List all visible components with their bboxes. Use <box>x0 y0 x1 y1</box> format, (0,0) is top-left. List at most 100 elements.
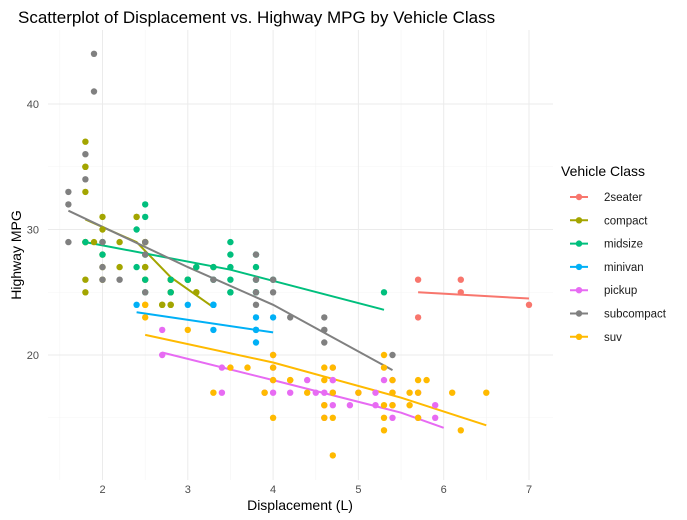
point-minivan <box>133 301 140 308</box>
point-suv <box>287 376 294 384</box>
point-subcompact <box>389 351 396 359</box>
point-compact <box>116 263 123 271</box>
legend-label-minivan: minivan <box>604 262 644 274</box>
point-minivan <box>269 314 277 321</box>
legend-key-point-2seater <box>575 193 583 201</box>
point-compact <box>90 238 98 246</box>
point-pickup <box>432 414 439 421</box>
y-axis-title: Highway MPG <box>8 210 24 299</box>
point-midsize <box>167 276 174 283</box>
legend-key-point-subcompact <box>575 310 583 317</box>
legend-key-point-compact <box>575 217 583 224</box>
legend-key-point-pickup <box>575 287 583 294</box>
point-2seater <box>525 301 533 308</box>
point-subcompact <box>142 289 149 296</box>
point-subcompact <box>142 238 149 246</box>
x-axis-ticks: 2 3 4 5 6 7 <box>99 484 532 496</box>
legend-title: Vehicle Class <box>561 163 645 179</box>
point-pickup <box>346 402 354 409</box>
point-midsize <box>184 276 191 283</box>
point-midsize <box>227 276 234 283</box>
x-axis-title: Displacement (L) <box>247 497 353 513</box>
point-minivan <box>184 301 191 308</box>
point-midsize <box>252 263 260 271</box>
legend-label-pickup: pickup <box>604 285 637 297</box>
point-pickup <box>329 402 336 409</box>
point-suv <box>355 389 362 396</box>
point-pickup <box>372 389 379 396</box>
point-subcompact <box>116 276 123 283</box>
x-tick-label: 5 <box>355 484 361 496</box>
point-suv <box>406 389 413 396</box>
legend-key-point-minivan <box>575 263 583 271</box>
point-suv <box>142 301 149 308</box>
point-subcompact <box>252 289 260 296</box>
point-midsize <box>227 238 234 246</box>
point-midsize <box>82 238 89 246</box>
point-subcompact <box>321 339 328 346</box>
point-suv <box>321 376 328 384</box>
y-axis-ticks: 20 30 40 <box>27 99 39 362</box>
point-subcompact <box>142 251 149 258</box>
legend: 2seater compact midsize minivan pickup subcom… <box>570 192 667 344</box>
point-compact <box>133 213 140 221</box>
point-compact <box>99 226 106 233</box>
point-suv <box>414 414 422 421</box>
y-tick-label: 30 <box>27 225 39 237</box>
point-compact <box>159 301 166 308</box>
point-suv <box>329 389 336 396</box>
point-suv <box>329 452 336 459</box>
point-2seater <box>414 314 422 321</box>
legend-key-point-midsize <box>575 240 583 247</box>
point-minivan <box>252 339 260 346</box>
point-subcompact <box>287 314 294 321</box>
point-pickup <box>380 376 388 384</box>
point-subcompact <box>269 276 277 283</box>
point-suv <box>449 389 456 396</box>
point-midsize <box>380 289 388 296</box>
point-suv <box>227 364 234 371</box>
point-suv <box>389 376 396 384</box>
point-subcompact <box>90 88 98 95</box>
point-suv <box>380 351 388 359</box>
point-compact <box>82 289 89 296</box>
point-midsize <box>133 263 140 271</box>
point-minivan <box>210 301 217 308</box>
point-suv <box>423 376 430 384</box>
point-pickup <box>159 326 166 334</box>
point-midsize <box>99 251 106 258</box>
point-pickup <box>372 402 379 409</box>
point-subcompact <box>82 176 89 183</box>
trend-line-suv <box>144 333 487 427</box>
x-tick-label: 4 <box>270 484 276 496</box>
point-midsize <box>142 213 149 221</box>
point-compact <box>167 301 174 308</box>
point-2seater <box>457 276 464 283</box>
trend-line-2seater <box>418 291 530 300</box>
point-suv <box>261 389 268 396</box>
point-pickup <box>287 389 294 396</box>
point-suv <box>304 389 311 396</box>
point-suv <box>380 402 388 409</box>
point-subcompact <box>252 301 260 308</box>
point-suv <box>329 414 336 421</box>
point-suv <box>329 364 336 371</box>
point-midsize <box>227 263 234 271</box>
point-suv <box>389 389 396 396</box>
point-midsize <box>167 289 174 296</box>
point-compact <box>82 138 89 145</box>
point-pickup <box>218 364 226 371</box>
point-subcompact <box>321 326 328 334</box>
point-suv <box>210 389 217 396</box>
legend-label-subcompact: subcompact <box>604 309 667 321</box>
point-compact <box>82 276 89 283</box>
trend-line-minivan <box>136 311 274 334</box>
y-tick-label: 20 <box>27 350 39 362</box>
point-subcompact <box>269 289 277 296</box>
point-suv <box>321 364 328 371</box>
legend-key-point-suv <box>575 333 583 340</box>
point-suv <box>184 326 191 334</box>
point-pickup <box>329 376 336 384</box>
point-pickup <box>159 351 166 359</box>
